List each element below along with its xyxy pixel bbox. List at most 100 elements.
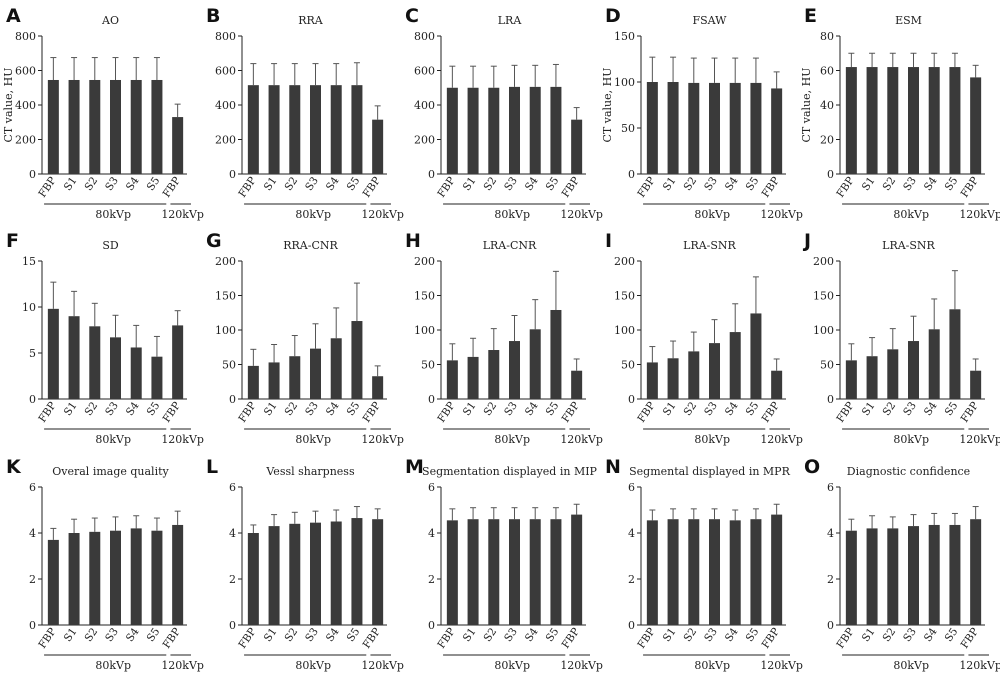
y-tick-label: 6 <box>428 481 435 494</box>
category-label: S1 <box>461 175 479 193</box>
chart-title: Diagnostic confidence <box>847 465 970 478</box>
category-label: S3 <box>702 175 720 193</box>
group-label-80kvp: 80kVp <box>295 208 331 221</box>
bar <box>151 79 163 174</box>
category-label: S4 <box>124 175 142 194</box>
group-label-80kvp: 80kVp <box>694 208 730 221</box>
bar <box>750 313 762 399</box>
category-label: FBP <box>760 400 782 425</box>
bar <box>488 519 500 625</box>
group-label-80kvp: 80kVp <box>494 208 530 221</box>
bar <box>866 356 878 399</box>
y-tick-label: 2 <box>428 573 435 586</box>
category-label: FBP <box>36 175 58 200</box>
category-label: S2 <box>82 626 100 644</box>
category-label: S3 <box>901 626 919 644</box>
chart-title: Overal image quality <box>52 465 169 478</box>
panel-letter: H <box>405 230 421 252</box>
category-label: S5 <box>744 626 762 644</box>
category-label: FBP <box>361 400 383 425</box>
y-tick-label: 80 <box>820 30 834 43</box>
bar <box>928 329 940 399</box>
category-label: FBP <box>435 400 457 425</box>
group-label-120kvp: 120kVp <box>959 659 1000 672</box>
category-label: S2 <box>282 175 300 193</box>
category-label: S1 <box>262 400 280 418</box>
y-tick-label: 0 <box>428 619 435 632</box>
bar <box>351 321 363 399</box>
category-label: S3 <box>303 626 321 644</box>
bar <box>289 85 301 174</box>
y-tick-label: 200 <box>614 255 635 268</box>
y-tick-label: 0 <box>29 393 36 406</box>
bar <box>771 370 783 399</box>
group-label-120kvp: 120kVp <box>959 433 1000 446</box>
group-label-120kvp: 120kVp <box>560 208 603 221</box>
bar <box>247 533 259 625</box>
bar <box>550 519 562 625</box>
chart-title: ESM <box>895 14 922 27</box>
group-label-120kvp: 120kVp <box>361 659 404 672</box>
bar <box>845 67 857 174</box>
bar <box>151 356 163 399</box>
category-label: FBP <box>435 626 457 651</box>
category-label: S4 <box>922 626 940 645</box>
category-label: FBP <box>435 175 457 200</box>
y-tick-label: 0 <box>628 393 635 406</box>
bar <box>310 522 321 625</box>
bar <box>330 521 342 625</box>
category-label: FBP <box>236 175 258 200</box>
category-label: S1 <box>62 626 80 644</box>
y-tick-label: 800 <box>15 30 36 43</box>
group-label-80kvp: 80kVp <box>893 208 929 221</box>
bar <box>646 82 658 174</box>
y-tick-label: 20 <box>820 134 834 147</box>
category-label: S2 <box>481 400 499 418</box>
group-label-120kvp: 120kVp <box>161 208 204 221</box>
panel-letter: K <box>6 456 22 478</box>
category-label: FBP <box>161 175 183 200</box>
category-label: FBP <box>236 626 258 651</box>
bar <box>47 79 59 174</box>
group-label-120kvp: 120kVp <box>161 433 204 446</box>
y-tick-label: 2 <box>229 573 236 586</box>
group-label-80kvp: 80kVp <box>494 433 530 446</box>
y-tick-label: 200 <box>414 255 435 268</box>
bar <box>351 85 363 174</box>
category-label: S2 <box>481 626 499 644</box>
chart-title: AO <box>101 14 119 27</box>
y-tick-label: 200 <box>414 134 435 147</box>
y-tick-label: 40 <box>820 99 834 112</box>
bar <box>172 325 184 399</box>
category-label: FBP <box>36 400 58 425</box>
category-label: S1 <box>661 400 679 418</box>
group-label-120kvp: 120kVp <box>361 433 404 446</box>
category-label: FBP <box>361 175 383 200</box>
y-tick-label: 0 <box>827 168 834 181</box>
chart-title: LRA-CNR <box>483 239 537 252</box>
y-tick-label: 5 <box>29 347 36 360</box>
category-label: S2 <box>681 626 699 644</box>
category-label: FBP <box>834 175 856 200</box>
bar <box>845 530 857 625</box>
bar <box>172 524 184 625</box>
panel-letter: A <box>6 5 21 27</box>
group-label-80kvp: 80kVp <box>95 659 131 672</box>
y-tick-label: 60 <box>820 65 834 78</box>
y-tick-label: 50 <box>222 359 236 372</box>
category-label: S3 <box>702 626 720 644</box>
y-tick-label: 0 <box>428 168 435 181</box>
bar <box>351 518 363 625</box>
y-tick-label: 400 <box>215 99 236 112</box>
group-label-120kvp: 120kVp <box>760 433 803 446</box>
y-tick-label: 0 <box>628 619 635 632</box>
bar <box>646 362 658 399</box>
bar <box>68 316 80 399</box>
category-label: FBP <box>36 626 58 651</box>
category-label: S1 <box>461 626 479 644</box>
bar <box>949 524 961 625</box>
